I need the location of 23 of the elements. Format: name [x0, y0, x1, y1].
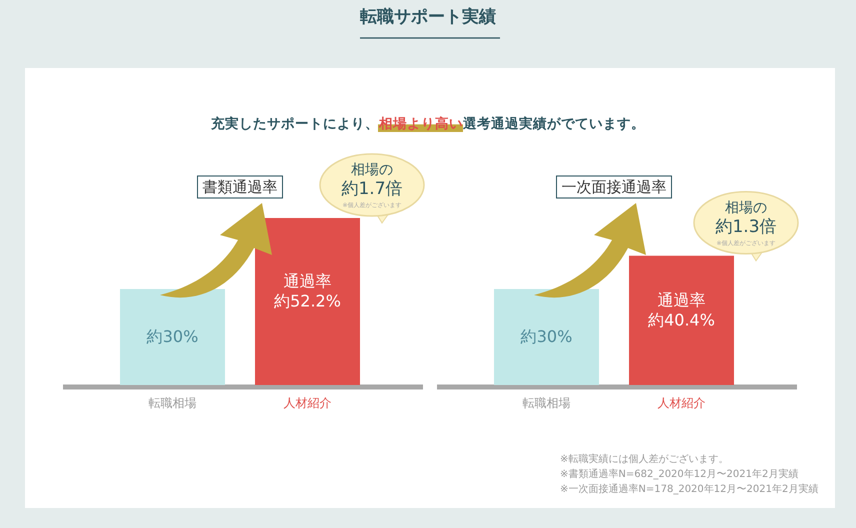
x-tick-label: 人材紹介	[284, 396, 332, 410]
x-tick-label: 転職相場	[148, 396, 196, 410]
text: ※転職実績には個人差がございます。	[560, 453, 728, 465]
text: ※書類通過率N=682_2020年12月〜2021年2月実績	[560, 468, 798, 480]
text: 約1.3倍	[715, 216, 777, 237]
x-tick-label: 転職相場	[522, 396, 570, 410]
data-label: 約52.2%	[274, 292, 341, 310]
text: 相場の	[351, 162, 393, 178]
chart-title: 書類通過率	[202, 178, 278, 196]
data-label: 約40.4%	[648, 310, 715, 330]
text: 転職サポート実績	[359, 7, 496, 27]
x-tick-label: 人材紹介	[658, 396, 706, 410]
text: 相場より高い	[378, 115, 463, 132]
text: 充実したサポートにより、	[210, 115, 379, 132]
text: 約1.7倍	[341, 179, 403, 199]
text: 相場の	[725, 200, 767, 216]
data-label: 約30%	[146, 327, 198, 346]
chart-title: 一次面接通過率	[562, 178, 666, 196]
annotation: 通過率	[284, 272, 332, 290]
data-label: 約30%	[520, 327, 572, 346]
text: ※一次面接通過率N=178_2020年12月〜2021年2月実績	[560, 483, 818, 495]
text: 選考通過実績がでています。	[462, 115, 645, 132]
annotation: 通過率	[658, 290, 706, 310]
